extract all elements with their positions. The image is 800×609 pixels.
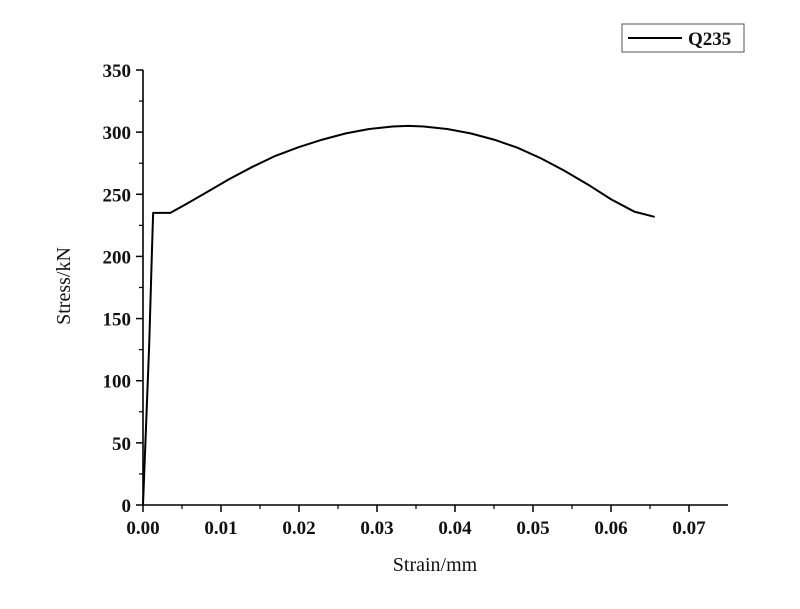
x-tick-label: 0.03 (360, 518, 393, 539)
y-tick-label: 300 (103, 123, 132, 144)
x-tick-label: 0.00 (126, 518, 159, 539)
legend: Q235 (621, 23, 745, 53)
y-tick-label: 150 (103, 310, 132, 331)
x-tick-label: 0.06 (594, 518, 627, 539)
x-tick-label: 0.04 (438, 518, 472, 539)
y-tick-label: 200 (103, 247, 132, 268)
axes (142, 70, 728, 506)
y-tick-label: 50 (112, 434, 131, 455)
y-axis-title: Stress/kN (53, 247, 75, 325)
y-tick-label: 0 (122, 496, 132, 517)
series-lines (142, 124, 655, 506)
series-line-q235 (142, 124, 655, 506)
tick-marks (136, 69, 690, 512)
x-tick-label: 0.01 (204, 518, 237, 539)
y-tick-labels: 0 50 100 150 200 250 300 350 (103, 61, 132, 517)
y-tick-label: 100 (103, 372, 132, 393)
legend-label-q235: Q235 (688, 29, 731, 50)
x-tick-label: 0.05 (516, 518, 549, 539)
x-tick-label: 0.07 (672, 518, 706, 539)
x-axis-title: Strain/mm (393, 554, 478, 576)
x-tick-labels: 0.00 0.01 0.02 0.03 0.04 0.05 0.06 0.07 (126, 518, 706, 539)
y-tick-label: 350 (103, 61, 132, 82)
y-tick-label: 250 (103, 185, 132, 206)
x-tick-label: 0.02 (282, 518, 315, 539)
